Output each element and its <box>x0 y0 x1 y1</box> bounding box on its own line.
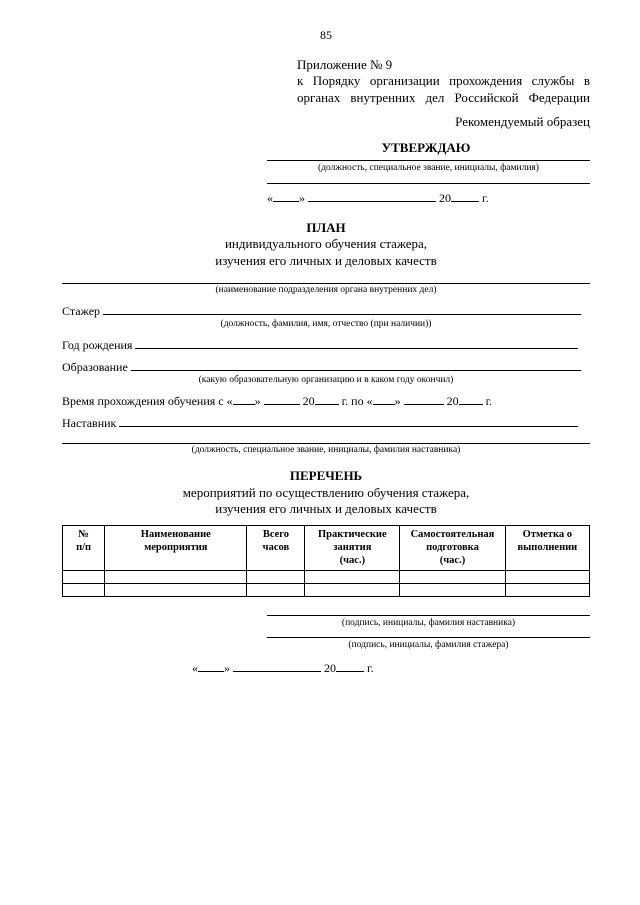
stazher-caption: (должность, фамилия, имя, отчество (при … <box>62 319 590 331</box>
signature-rule <box>267 160 590 161</box>
list-title: ПЕРЕЧЕНЬ мероприятий по осуществлению об… <box>62 468 590 517</box>
plan-title-3: изучения его личных и деловых качеств <box>62 253 590 269</box>
table-cell <box>400 583 505 596</box>
mentor-sign-rule <box>267 615 590 616</box>
mentor-caption: (должность, специальное звание, инициалы… <box>62 445 590 457</box>
table-cell <box>505 570 589 583</box>
table-cell <box>105 570 247 583</box>
twenty: 20 <box>439 191 451 205</box>
approve-title: УТВЕРЖДАЮ <box>262 140 590 156</box>
stazher-sign-rule <box>267 637 590 638</box>
period-year-to <box>459 393 483 405</box>
plan-title-1: ПЛАН <box>62 220 590 236</box>
list-title-2: мероприятий по осуществлению обучения ст… <box>62 485 590 501</box>
period-day-from <box>233 393 255 405</box>
approver-signature-block: (должность, специальное звание, инициалы… <box>267 160 590 206</box>
stazher-sign-caption: (подпись, инициалы, фамилия стажера) <box>267 640 590 652</box>
bday-blank <box>198 660 224 672</box>
byear-suffix: г. <box>367 661 374 675</box>
table-cell <box>63 583 105 596</box>
bottom-date-line: «» 20 г. <box>192 660 590 676</box>
mentor-sign-caption: (подпись, инициалы, фамилия наставника) <box>267 618 590 630</box>
org-rule <box>62 283 590 284</box>
appendix-first-line: Приложение № 9 <box>297 57 590 73</box>
stazher-blank <box>103 303 581 315</box>
plan-title-2: индивидуального обучения стажера, <box>62 236 590 252</box>
table-cell <box>105 583 247 596</box>
period-prefix: Время прохождения обучения с « <box>62 394 233 409</box>
table-header-cell: №п/п <box>63 526 105 570</box>
table-cell <box>305 583 400 596</box>
table-head: №п/пНаименованиемероприятияВсегочасовПра… <box>63 526 590 570</box>
edu-blank <box>131 359 581 371</box>
appendix-block: Приложение № 9 к Порядку организации про… <box>297 57 590 106</box>
byear-blank <box>336 660 364 672</box>
appendix-body: к Порядку организации прохождения службы… <box>297 73 590 106</box>
recommended-sample: Рекомендуемый образец <box>62 114 590 130</box>
stazher-label: Стажер <box>62 304 100 319</box>
mentor-blank <box>119 415 578 427</box>
approval-date-line: «» 20 г. <box>267 190 590 206</box>
header-row: №п/пНаименованиемероприятияВсегочасовПра… <box>63 526 590 570</box>
table-header-cell: Наименованиемероприятия <box>105 526 247 570</box>
list-title-1: ПЕРЕЧЕНЬ <box>62 468 590 484</box>
day-blank <box>273 190 299 202</box>
edu-caption: (какую образовательную организацию и в к… <box>62 375 590 387</box>
table-row <box>63 570 590 583</box>
table-cell <box>305 570 400 583</box>
table-row <box>63 583 590 596</box>
year-suffix: г. <box>482 191 489 205</box>
table-cell <box>505 583 589 596</box>
period-day-to <box>373 393 395 405</box>
table-header-cell: Практическиезанятия(час.) <box>305 526 400 570</box>
bq-close: » <box>224 661 230 675</box>
table-cell <box>400 570 505 583</box>
table-body <box>63 570 590 596</box>
period-to: г. по « <box>342 394 373 408</box>
mentor-rule-2 <box>62 443 590 444</box>
table-header-cell: Всегочасов <box>247 526 305 570</box>
birth-row: Год рождения <box>62 337 590 353</box>
list-title-3: изучения его личных и деловых качеств <box>62 501 590 517</box>
period-year-from <box>315 393 339 405</box>
period-end: » <box>395 394 404 408</box>
period-mid: » <box>255 394 264 408</box>
schedule-table: №п/пНаименованиемероприятияВсегочасовПра… <box>62 525 590 596</box>
signature-caption: (должность, специальное звание, инициалы… <box>267 163 590 175</box>
btwenty: 20 <box>324 661 336 675</box>
period-month-from <box>264 393 300 405</box>
twenty-from: 20 <box>303 394 315 408</box>
fields-block: (наименование подразделения органа внутр… <box>62 283 590 457</box>
stazher-row: Стажер <box>62 303 590 319</box>
year-suffix-2: г. <box>486 394 493 408</box>
twenty-to: 20 <box>447 394 459 408</box>
plan-title: ПЛАН индивидуального обучения стажера, и… <box>62 220 590 269</box>
mentor-label: Наставник <box>62 416 116 431</box>
edu-label: Образование <box>62 360 128 375</box>
month-blank <box>308 190 436 202</box>
edu-row: Образование <box>62 359 590 375</box>
table-header-cell: Отметка овыполнении <box>505 526 589 570</box>
year-blank <box>451 190 479 202</box>
quote-close: » <box>299 191 305 205</box>
table-header-cell: Самостоятельнаяподготовка(час.) <box>400 526 505 570</box>
period-month-to <box>404 393 444 405</box>
table-cell <box>63 570 105 583</box>
table-cell <box>247 583 305 596</box>
org-caption: (наименование подразделения органа внутр… <box>62 285 590 297</box>
birth-label: Год рождения <box>62 338 132 353</box>
mentor-sign-block: (подпись, инициалы, фамилия наставника) <box>267 615 590 630</box>
signature-rule-2 <box>267 183 590 184</box>
bmonth-blank <box>233 660 321 672</box>
stazher-sign-block: (подпись, инициалы, фамилия стажера) <box>267 637 590 652</box>
page-number: 85 <box>62 28 590 43</box>
period-row: Время прохождения обучения с « » 20 г. по… <box>62 393 590 409</box>
table-cell <box>247 570 305 583</box>
mentor-row: Наставник <box>62 415 590 431</box>
birth-blank <box>135 337 578 349</box>
